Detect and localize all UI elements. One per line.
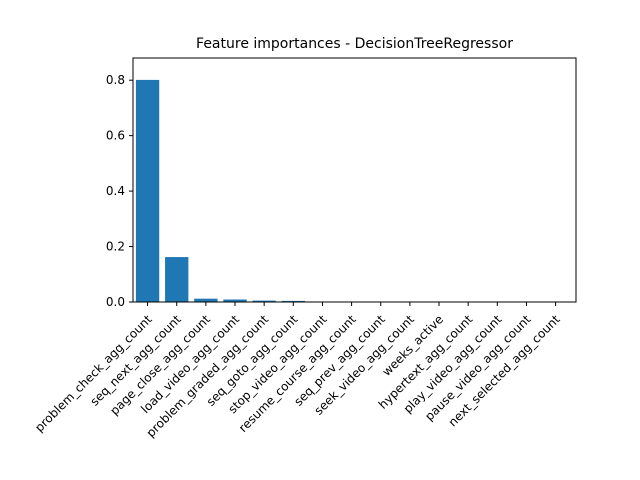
chart-title: Feature importances - DecisionTreeRegres…: [196, 36, 513, 52]
y-tick-label: 0.6: [106, 129, 125, 143]
bar-load-video-agg-count: [223, 299, 247, 302]
bar-page-close-agg-count: [194, 298, 218, 302]
y-tick-label: 0.2: [106, 240, 125, 254]
bar-seq-next-agg-count: [165, 257, 189, 302]
y-tick-label: 0.4: [106, 184, 125, 198]
y-tick-label: 0.0: [106, 295, 125, 309]
bar-seq-goto-agg-count: [281, 300, 305, 302]
bar-problem-check-agg-count: [135, 79, 160, 303]
bar-problem-graded-agg-count: [252, 300, 276, 302]
axes-frame: [132, 57, 577, 303]
y-tick-label: 0.8: [106, 73, 125, 87]
